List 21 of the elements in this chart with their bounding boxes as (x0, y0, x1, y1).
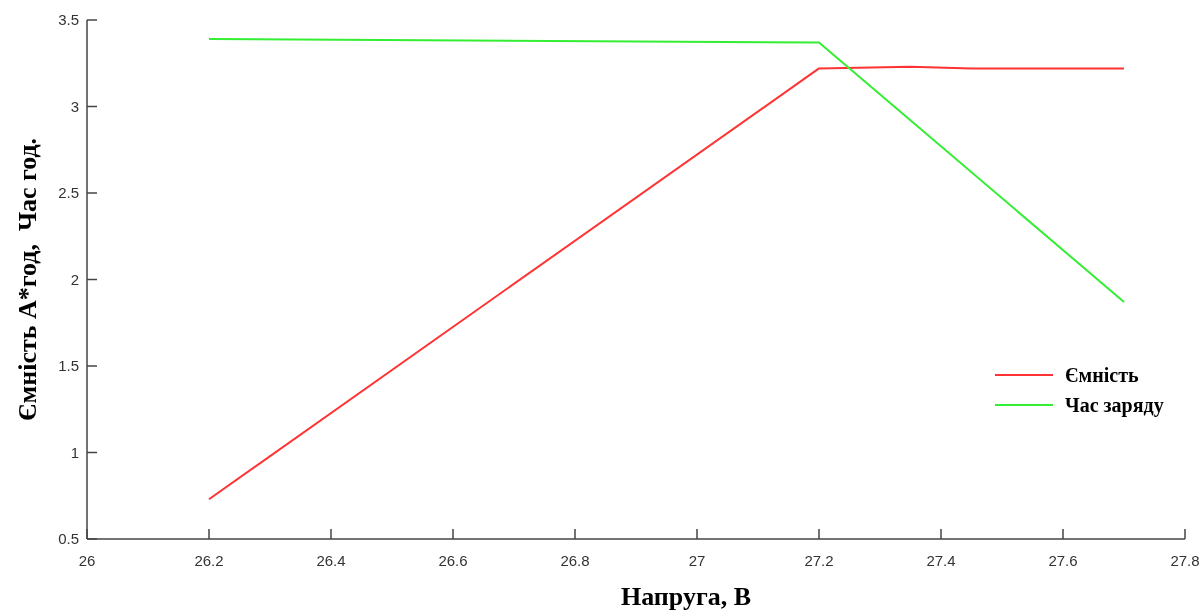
y-tick-label: 1 (70, 443, 79, 461)
x-axis-title: Напруга, В (620, 582, 752, 611)
y-tick-label: 2 (70, 270, 79, 288)
x-tick-label: 26 (78, 552, 96, 569)
x-tick-label: 27.8 (1170, 552, 1200, 569)
x-tick-label: 27 (688, 552, 706, 569)
y-axis-title: Ємність А*год, Час год. (13, 137, 42, 422)
x-tick-label: 27.4 (926, 552, 956, 569)
x-tick-label: 26.4 (316, 552, 346, 569)
y-tick-label: 2.5 (58, 184, 79, 201)
x-tick-label: 26.8 (560, 552, 590, 569)
x-tick-label: 26.6 (438, 552, 468, 569)
x-tick-label: 27.2 (804, 552, 834, 569)
legend-label: Час заряду (1065, 394, 1164, 417)
y-tick-label: 3 (70, 97, 79, 115)
legend-label: Ємність (1065, 364, 1139, 386)
y-tick-label: 0.5 (58, 530, 79, 547)
y-tick-label: 3.5 (58, 11, 79, 28)
y-tick-label: 1.5 (58, 357, 79, 374)
x-tick-label: 26.2 (194, 552, 224, 569)
x-tick-label: 27.6 (1048, 552, 1078, 569)
